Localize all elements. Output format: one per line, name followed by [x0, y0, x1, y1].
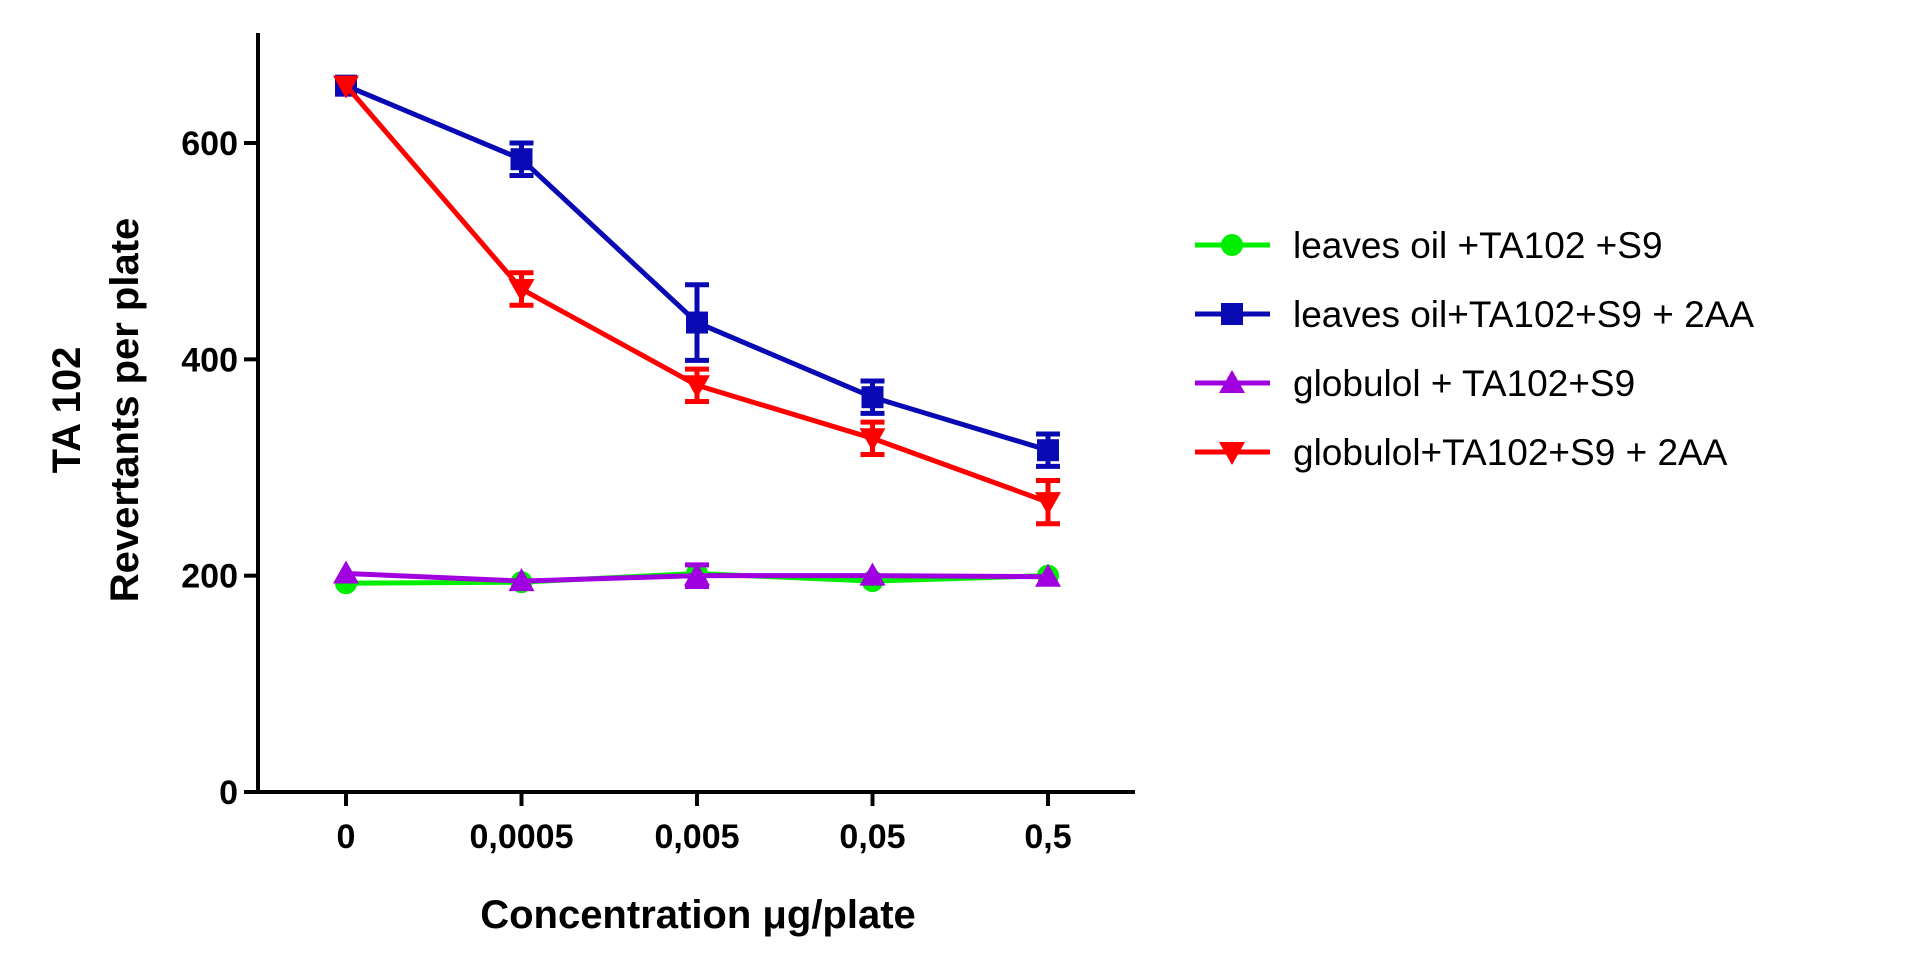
- y-tick-label: 0: [219, 774, 238, 812]
- data-point: [684, 562, 710, 586]
- legend-item-4: globulol+TA102+S9 + 2AA: [1195, 432, 1728, 473]
- y-axis-title-line1: TA 102: [45, 347, 89, 474]
- data-point: [333, 75, 359, 99]
- data-point: [508, 568, 535, 592]
- data-point: [333, 560, 359, 584]
- x-tick-label: 0,5: [1024, 818, 1071, 856]
- y-axis-title-line2: Revertants per plate: [103, 218, 147, 603]
- legend-label: leaves oil+TA102+S9 + 2AA: [1293, 294, 1754, 335]
- x-tick-label: 0: [337, 818, 356, 856]
- data-point: [684, 375, 710, 399]
- y-tick-label: 600: [181, 125, 238, 163]
- legend-marker: [1221, 234, 1243, 256]
- legend-marker: [1219, 442, 1245, 465]
- legend: leaves oil +TA102 +S9 leaves oil+TA102+S9…: [1195, 225, 1754, 473]
- data-point: [1037, 439, 1059, 462]
- data-point: [861, 386, 884, 409]
- series-4: [333, 75, 1061, 527]
- x-tick-label: 0,005: [654, 818, 739, 856]
- data-point: [508, 279, 535, 303]
- x-tick-label: 0,0005: [470, 818, 574, 856]
- axes: 0 200 400 600 0 0,0005 0,005 0,05 0,5: [181, 33, 1135, 856]
- data-point: [1035, 492, 1061, 516]
- legend-marker: [1221, 303, 1243, 325]
- data-point: [1035, 563, 1061, 587]
- x-axis-title: Concentration μg/plate: [480, 893, 916, 937]
- data-point: [859, 428, 886, 452]
- series-3: [333, 560, 1061, 592]
- x-tick-label: 0,05: [839, 818, 905, 856]
- legend-item-2: leaves oil+TA102+S9 + 2AA: [1195, 294, 1754, 335]
- data-point: [510, 148, 533, 171]
- y-tick-label: 400: [181, 341, 238, 379]
- series-2: [335, 74, 1060, 469]
- legend-label: globulol + TA102+S9: [1293, 363, 1635, 404]
- legend-label: leaves oil +TA102 +S9: [1293, 225, 1663, 266]
- legend-marker: [1219, 370, 1245, 393]
- y-tick-label: 200: [181, 558, 238, 596]
- data-point: [859, 562, 886, 586]
- series-group: [333, 74, 1061, 595]
- data-point: [686, 311, 708, 334]
- legend-item-3: globulol + TA102+S9: [1195, 363, 1635, 404]
- legend-item-1: leaves oil +TA102 +S9: [1195, 225, 1663, 266]
- legend-label: globulol+TA102+S9 + 2AA: [1293, 432, 1728, 473]
